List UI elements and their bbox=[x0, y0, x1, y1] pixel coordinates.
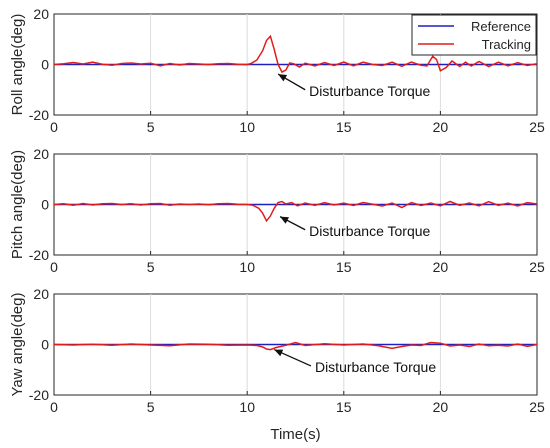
yaw-x-tick-label: 20 bbox=[433, 399, 449, 415]
yaw-y-tick-label: 20 bbox=[33, 286, 49, 302]
roll-x-tick-label: 10 bbox=[239, 119, 255, 135]
yaw-x-tick-label: 10 bbox=[239, 399, 255, 415]
yaw-x-tick-label: 25 bbox=[529, 399, 545, 415]
yaw-x-tick-label: 0 bbox=[50, 399, 58, 415]
roll-annotation-text: Disturbance Torque bbox=[309, 83, 430, 99]
roll-tracking-line bbox=[53, 34, 538, 74]
legend-box bbox=[411, 14, 537, 56]
pitch-y-tick-label: 20 bbox=[33, 146, 49, 162]
pitch-x-tick-label: 20 bbox=[433, 259, 449, 275]
pitch-x-tick-label: 15 bbox=[336, 259, 352, 275]
pitch-tracking-line bbox=[53, 200, 538, 223]
legend-label-reference: Reference bbox=[471, 19, 531, 34]
yaw-annotation-arrowhead bbox=[274, 349, 284, 357]
yaw-x-tick-label: 15 bbox=[336, 399, 352, 415]
roll-y-tick-label: 0 bbox=[41, 57, 49, 73]
pitch-y-tick-label: -20 bbox=[29, 247, 49, 263]
roll-x-tick-label: 5 bbox=[147, 119, 155, 135]
roll-annotation-arrowhead bbox=[278, 74, 288, 82]
roll-x-tick-label: 0 bbox=[50, 119, 58, 135]
yaw-annotation-text: Disturbance Torque bbox=[315, 359, 436, 375]
pitch-x-tick-label: 10 bbox=[239, 259, 255, 275]
yaw-y-tick-label: 0 bbox=[41, 337, 49, 353]
pitch-x-tick-label: 25 bbox=[529, 259, 545, 275]
pitch-annotation-text: Disturbance Torque bbox=[309, 223, 430, 239]
pitch-x-tick-label: 5 bbox=[147, 259, 155, 275]
yaw-x-tick-label: 5 bbox=[147, 399, 155, 415]
pitch-y-tick-label: 0 bbox=[41, 197, 49, 213]
x-axis-label: Time(s) bbox=[270, 426, 320, 443]
pitch-annotation-arrowhead bbox=[280, 216, 289, 224]
pitch-x-tick-label: 0 bbox=[50, 259, 58, 275]
yaw-tracking-line bbox=[53, 341, 538, 351]
legend: Reference Tracking bbox=[411, 14, 537, 56]
roll-y-tick-label: 20 bbox=[33, 6, 49, 22]
yaw-y-tick-label: -20 bbox=[29, 387, 49, 403]
pitch-y-axis-label: Pitch angle(deg) bbox=[9, 150, 26, 259]
roll-y-axis-label: Roll angle(deg) bbox=[9, 14, 26, 116]
roll-x-tick-label: 25 bbox=[529, 119, 545, 135]
roll-y-tick-label: -20 bbox=[29, 107, 49, 123]
yaw-y-axis-label: Yaw angle(deg) bbox=[9, 293, 26, 397]
legend-label-tracking: Tracking bbox=[482, 37, 531, 52]
roll-x-tick-label: 15 bbox=[336, 119, 352, 135]
roll-x-tick-label: 20 bbox=[433, 119, 449, 135]
